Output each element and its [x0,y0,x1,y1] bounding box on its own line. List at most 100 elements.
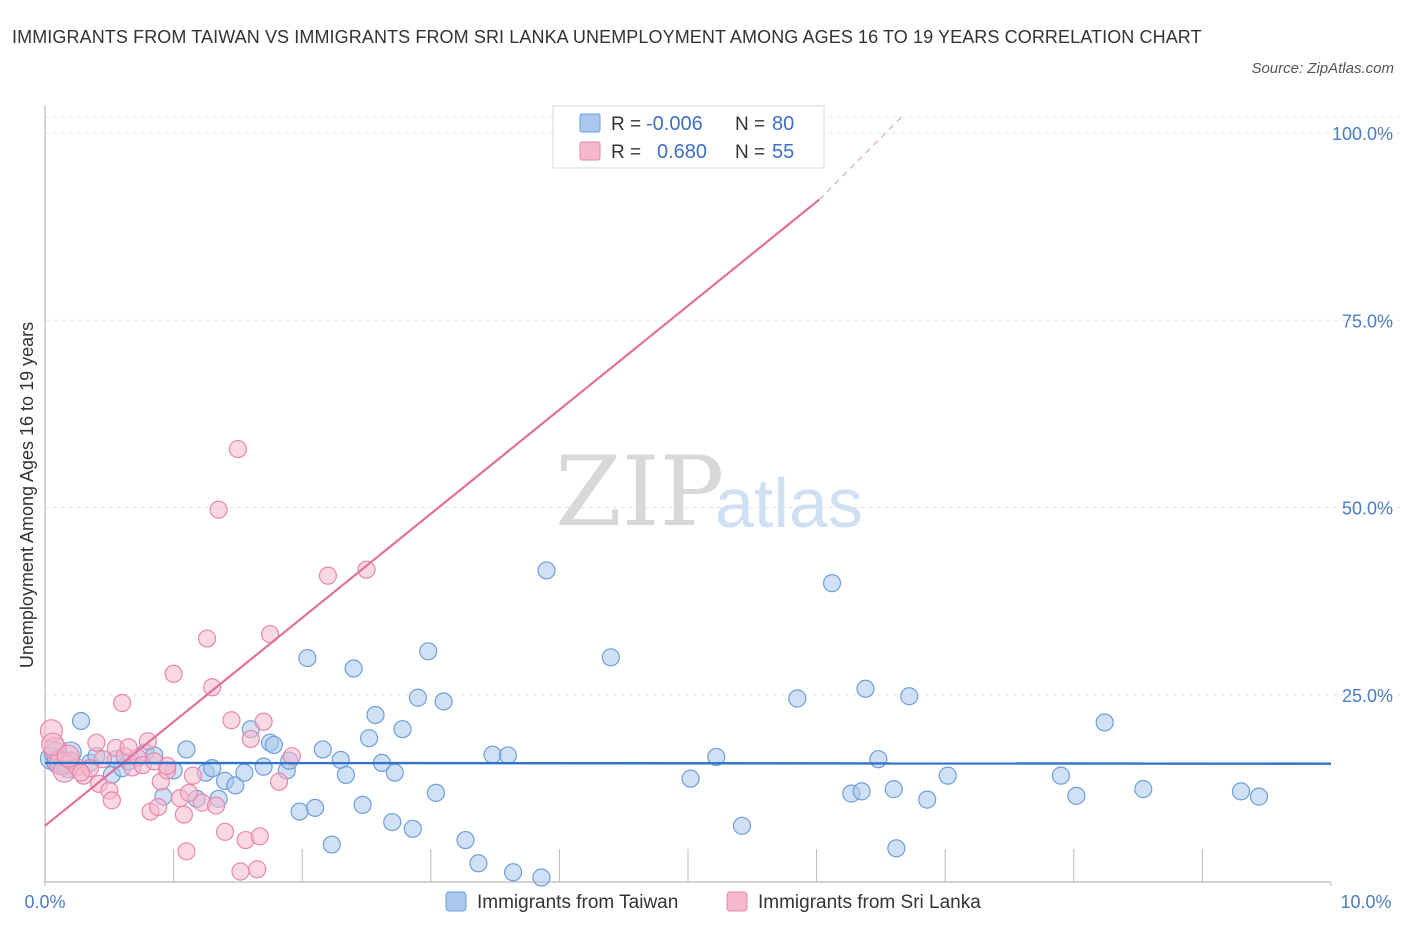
taiwan-point [336,765,356,784]
y-tick-labels: 25.0% 50.0% 75.0% 100.0% [1332,124,1393,706]
taiwan-point [498,746,518,765]
taiwan-point [322,835,341,854]
srilanka-point [228,439,247,459]
bottom-legend-label-srilanka: Immigrants from Sri Lanka [758,892,981,913]
legend-swatch-srilanka [579,141,601,161]
srilanka-point [149,797,168,817]
taiwan-point [887,839,906,858]
chart-title: IMMIGRANTS FROM TAIWAN VS IMMIGRANTS FRO… [12,27,1202,47]
srilanka-point [179,783,199,802]
taiwan-point [403,819,422,838]
taiwan-point [434,692,453,711]
srilanka-point [113,693,132,713]
taiwan-point [938,766,957,785]
taiwan-point [681,769,700,788]
srilanka-point [318,566,338,585]
srilanka-point [254,712,273,731]
taiwan-point [483,745,502,764]
legend-n-value-srilanka: 55 [772,141,794,163]
legend-r-value-srilanka: 0.680 [657,141,707,163]
y-tick-label-25: 25.0% [1342,686,1393,706]
taiwan-point [856,679,875,698]
srilanka-point [56,744,80,768]
series-legend: Immigrants from Taiwan Immigrants from S… [445,891,981,913]
x-tick-marks [44,849,1332,886]
correlation-legend: R = -0.006 N = 80 R = 0.680 N = 55 [552,105,825,169]
y-tick-label-50: 50.0% [1342,499,1393,519]
srilanka-point [248,860,267,879]
bottom-legend-swatch-taiwan [445,891,467,912]
legend-n-label-srilanka: N = [735,142,765,163]
taiwan-point [313,740,332,759]
taiwan-point [504,863,523,882]
srilanka-point [269,772,289,791]
srilanka-point [215,822,235,841]
taiwan-point [419,642,438,661]
srilanka-point [222,711,241,730]
taiwan-point [426,783,446,802]
taiwan-point [469,854,488,873]
taiwan-point [1249,787,1269,806]
srilanka-point [119,738,138,757]
bottom-legend-swatch-srilanka [726,891,748,912]
srilanka-point [197,629,217,648]
taiwan-point [869,750,888,769]
srilanka-point [203,678,222,697]
taiwan-point [900,687,919,706]
watermark-zip: ZIP [555,436,724,548]
taiwan-point [1134,780,1153,799]
taiwan-point [822,574,842,593]
taiwan-point [235,763,254,782]
taiwan-point [344,659,363,678]
srilanka-point [206,796,226,815]
srilanka-point [250,827,269,846]
srilanka-point [164,664,183,683]
legend-swatch-taiwan [579,113,601,133]
taiwan-point [359,729,379,748]
legend-n-label-taiwan: N = [735,114,765,135]
srilanka-point [177,842,196,861]
taiwan-point [1067,786,1086,805]
taiwan-point [353,795,372,814]
y-tick-label-100: 100.0% [1332,124,1393,144]
taiwan-point [918,790,937,809]
srilanka-point [174,805,193,824]
taiwan-point [305,798,325,817]
taiwan-point [264,735,284,755]
srilanka-point [282,747,302,766]
y-axis-title: Unemployment Among Ages 16 to 19 years [17,322,37,668]
trend-line-taiwan [44,761,1332,765]
taiwan-point [383,812,402,832]
y-tick-label-75: 75.0% [1342,311,1393,331]
taiwan-point [393,720,412,739]
legend-n-value-taiwan: 80 [772,113,794,135]
chart-source: Source: ZipAtlas.com [1251,60,1394,77]
srilanka-point [102,791,121,810]
taiwan-point [408,688,428,707]
taiwan-point [177,740,196,759]
taiwan-point [290,802,309,821]
srilanka-point [209,500,228,519]
trend-line-srilanka-extension [818,116,902,201]
srilanka-point [71,763,91,782]
srilanka-point [87,733,106,752]
taiwan-point [1095,713,1114,732]
taiwan-point [601,648,620,667]
taiwan-point [532,868,551,887]
x-tick-label-min: 0.0% [24,892,65,912]
taiwan-point [226,776,245,795]
taiwan-point [1051,766,1071,785]
taiwan-point [1231,782,1251,801]
taiwan-point [385,763,404,782]
legend-r-label-taiwan: R = [611,114,641,135]
taiwan-point [298,648,317,668]
srilanka-point [158,756,177,776]
legend-r-value-taiwan: -0.006 [646,113,703,135]
series-srilanka-points [39,439,376,881]
taiwan-point [788,689,807,708]
gridlines [45,116,1400,696]
taiwan-point [537,561,556,580]
srilanka-point [183,766,202,785]
taiwan-point [852,782,871,801]
